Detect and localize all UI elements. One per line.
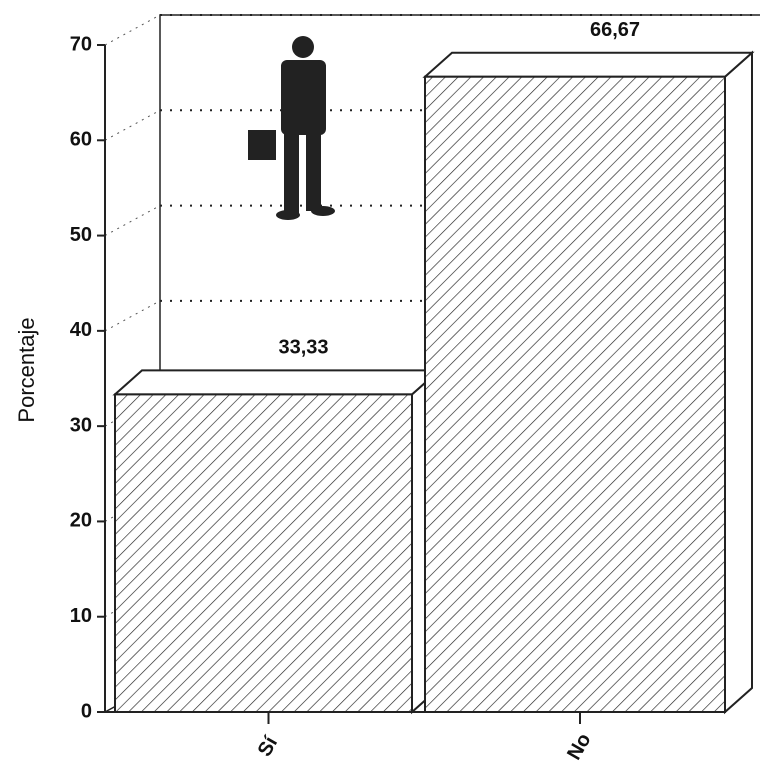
person-icon bbox=[248, 36, 335, 220]
y-tick-label: 40 bbox=[70, 319, 92, 341]
y-tick-label: 50 bbox=[70, 224, 92, 246]
bar bbox=[114, 393, 413, 713]
grid-diagonal bbox=[104, 205, 161, 237]
grid-diagonal bbox=[104, 109, 161, 141]
bar-top bbox=[112, 369, 442, 396]
y-tick-label: 30 bbox=[70, 414, 92, 436]
value-label: 66,67 bbox=[590, 19, 640, 41]
x-tick-label: Sí bbox=[254, 732, 283, 761]
x-tick-label: No bbox=[563, 730, 595, 762]
y-axis-title: Porcentaje bbox=[14, 317, 39, 422]
y-axis bbox=[97, 44, 725, 724]
y-tick-label: 20 bbox=[70, 510, 92, 532]
grid-diagonal bbox=[104, 14, 161, 46]
y-tick-label: 70 bbox=[70, 33, 92, 55]
grid-diagonal bbox=[104, 300, 161, 332]
bar bbox=[424, 75, 726, 713]
y-tick-label: 10 bbox=[70, 605, 92, 627]
bar-side bbox=[724, 50, 753, 715]
bars bbox=[112, 50, 755, 715]
y-tick-label: 60 bbox=[70, 129, 92, 151]
value-label: 33,33 bbox=[278, 337, 328, 359]
y-tick-label: 0 bbox=[81, 700, 92, 722]
bar-top bbox=[422, 51, 755, 78]
